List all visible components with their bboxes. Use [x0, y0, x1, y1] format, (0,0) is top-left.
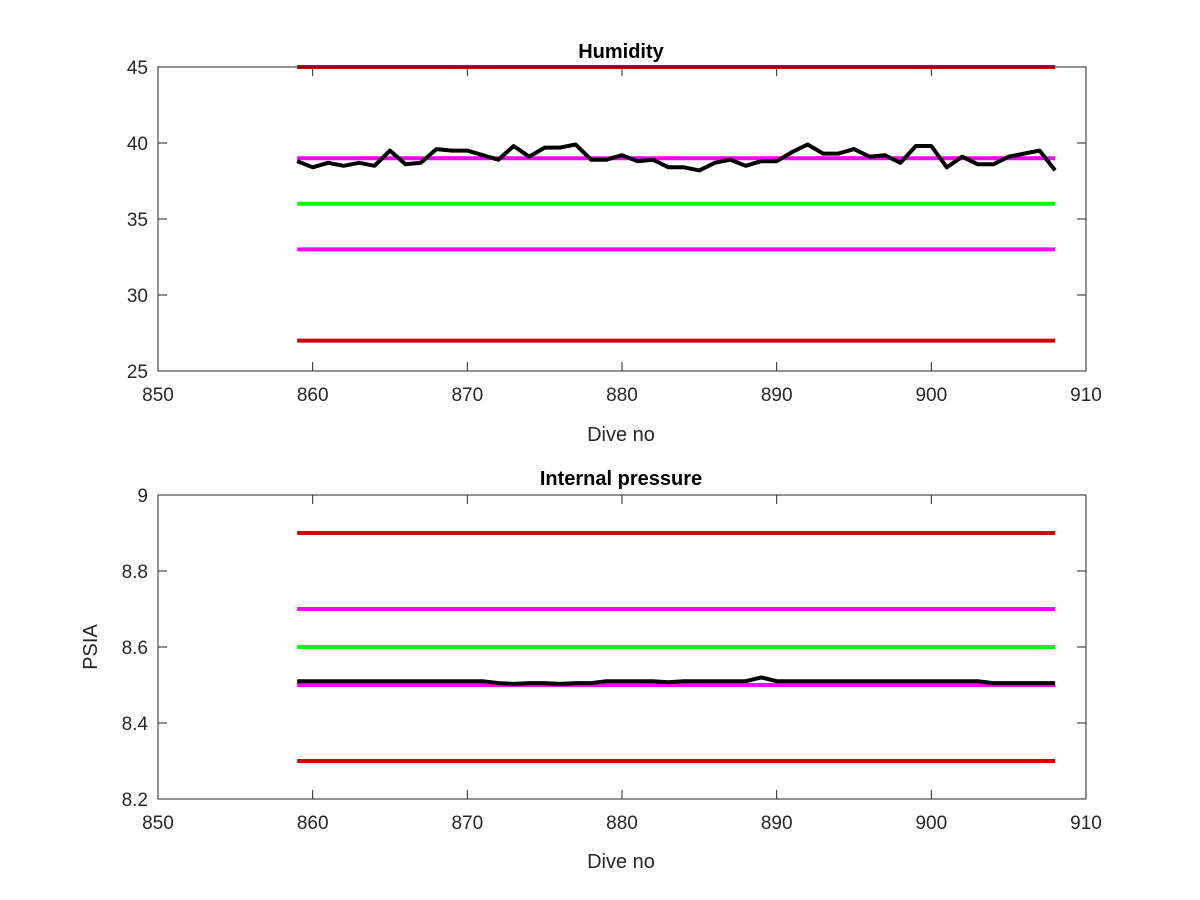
humidity-ytick-label: 40	[127, 134, 148, 155]
pressure-xtick-label: 900	[915, 813, 947, 834]
humidity-xtick-label: 860	[297, 385, 329, 406]
pressure-ytick-label: 9	[137, 486, 148, 507]
humidity-xtick-label: 900	[915, 385, 947, 406]
humidity-xtick-label: 880	[606, 385, 638, 406]
pressure-xtick-label: 870	[451, 813, 483, 834]
pressure-ytick-label: 8.8	[122, 562, 148, 583]
humidity-xlabel: Dive no	[587, 424, 655, 446]
pressure-ticks: 850 860 870 880 890 900 910 8.2 8.4 8.6 8.8 9	[122, 486, 1102, 834]
pressure-xtick-label: 860	[297, 813, 329, 834]
humidity-ytick-label: 25	[127, 362, 148, 383]
humidity-title: Humidity	[578, 41, 664, 63]
humidity-ytick-label: 35	[127, 210, 148, 231]
pressure-axes: Internal pressure 850 860 870 880 890 900 9108…	[80, 468, 1102, 873]
pressure-ytick-label: 8.6	[122, 638, 148, 659]
humidity-plot-box	[157, 66, 1087, 372]
pressure-series-layer	[297, 531, 1056, 763]
pressure-plot-box	[157, 494, 1087, 800]
humidity-xtick-label: 910	[1070, 385, 1102, 406]
humidity-xtick-label: 850	[142, 385, 174, 406]
humidity-series-layer	[296, 65, 1057, 343]
humidity-xtick-label: 870	[451, 385, 483, 406]
humidity-series-line-5	[296, 142, 1057, 173]
pressure-ytick-label: 8.4	[122, 714, 149, 735]
pressure-ytick-label: 8.2	[122, 790, 148, 811]
pressure-xtick-label: 910	[1070, 813, 1102, 834]
pressure-ylabel: PSIA	[80, 624, 102, 670]
humidity-axes: Humidity 850 860 870 880 890 900 910 25 30 35 40 45…	[127, 41, 1102, 446]
humidity-ticks: 850 860 870 880 890 900 910 25 30 35 40 45	[127, 58, 1102, 406]
pressure-xtick-label: 850	[142, 813, 174, 834]
pressure-series-line-5	[297, 675, 1056, 686]
humidity-ytick-label: 30	[127, 286, 148, 307]
pressure-xtick-label: 880	[606, 813, 638, 834]
pressure-xtick-label: 890	[761, 813, 793, 834]
humidity-xtick-label: 890	[761, 385, 793, 406]
humidity-ytick-label: 45	[127, 58, 148, 79]
pressure-xlabel: Dive no	[587, 851, 655, 873]
pressure-title: Internal pressure	[540, 468, 702, 490]
